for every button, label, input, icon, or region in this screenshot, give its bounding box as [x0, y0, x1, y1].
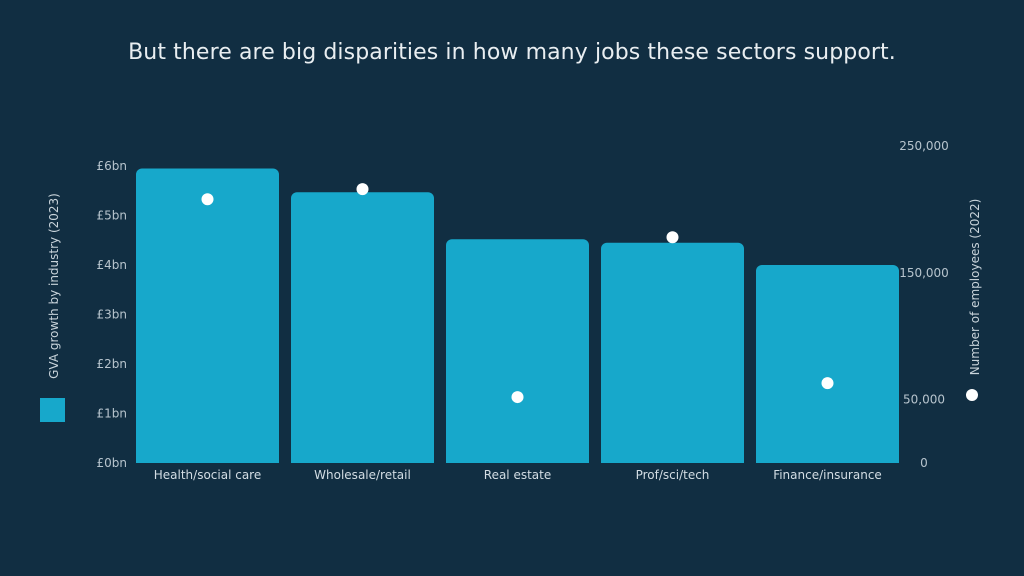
x-category-label: Wholesale/retail [314, 468, 411, 482]
y-left-tick-label: £0bn [97, 456, 128, 470]
bar [601, 242, 744, 463]
y-right-tick-label: 50,000 [903, 393, 945, 407]
scatter-point [666, 231, 679, 244]
bar-base [136, 455, 279, 463]
y-left-tick-label: £1bn [97, 407, 128, 421]
legend-bar-swatch [40, 398, 65, 422]
y-right-axis-title: Number of employees (2022) [968, 199, 982, 376]
y-left-axis-title: GVA growth by industry (2023) [47, 193, 61, 379]
bar [446, 239, 589, 463]
y-left-tick-label: £6bn [97, 159, 128, 173]
y-right-tick-label: 250,000 [899, 139, 949, 153]
scatter-point [511, 391, 524, 404]
x-category-label: Finance/insurance [773, 468, 882, 482]
bar [756, 265, 899, 463]
y-left-tick-label: £4bn [97, 258, 128, 272]
scatter-point [821, 377, 834, 390]
legend-dot-marker [966, 389, 978, 401]
bar-base [601, 455, 744, 463]
x-category-label: Prof/sci/tech [636, 468, 710, 482]
bar-base [446, 455, 589, 463]
scatter-point [201, 193, 214, 206]
y-left-tick-label: £3bn [97, 308, 128, 322]
y-right-tick-label: 0 [920, 456, 928, 470]
bar-base [756, 455, 899, 463]
chart-title: But there are big disparities in how man… [128, 40, 896, 65]
bar-base [291, 455, 434, 463]
x-category-label: Health/social care [154, 468, 261, 482]
bar [136, 168, 279, 463]
scatter-point [356, 183, 369, 196]
y-left-tick-label: £5bn [97, 209, 128, 223]
x-category-label: Real estate [484, 468, 551, 482]
bar [291, 192, 434, 464]
y-left-tick-label: £2bn [97, 357, 128, 371]
y-right-tick-label: 150,000 [899, 266, 949, 280]
